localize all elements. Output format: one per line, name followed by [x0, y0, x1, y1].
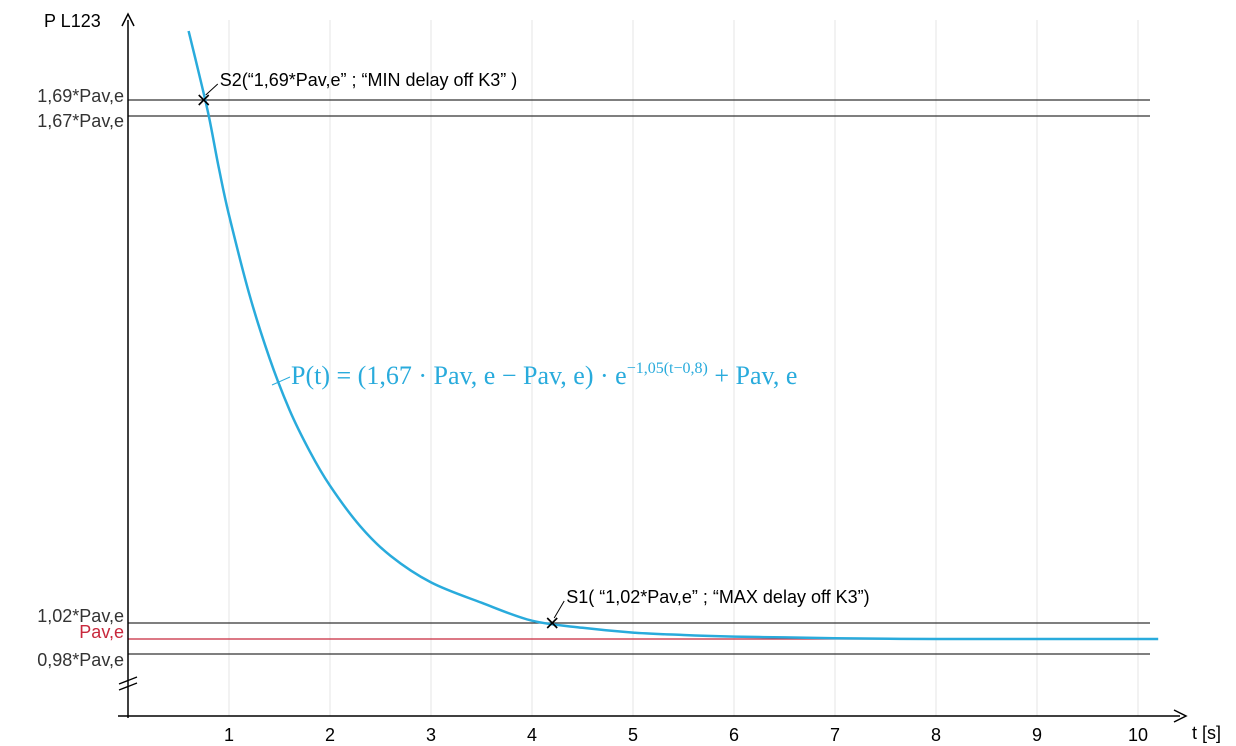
point-label-1: S1( “1,02*Pav,e” ; “MAX delay off K3”)	[566, 587, 869, 607]
point-marker-0-b	[198, 94, 210, 106]
x-tick-labels: 1 2 3 4 5 6 7 8 9 10	[224, 725, 1148, 745]
point-marker-1-b	[546, 617, 558, 629]
vertical-grid	[228, 20, 1139, 716]
x-tick-label-3: 3	[426, 725, 436, 745]
y-axis-arrow	[121, 12, 135, 27]
x-tick-label-1: 1	[224, 725, 234, 745]
reference-label-2: 1,02*Pav,e	[37, 606, 124, 626]
x-axis-arrow	[1173, 709, 1188, 723]
point-0: S2(“1,69*Pav,e” ; “MIN delay off K3” )	[198, 70, 517, 106]
x-tick-label-8: 8	[931, 725, 941, 745]
reference-label-0: 1,69*Pav,e	[37, 86, 124, 106]
point-leader-0	[205, 83, 219, 96]
x-tick-label-5: 5	[628, 725, 638, 745]
x-axis-title: t [s]	[1192, 723, 1221, 743]
x-tick-label-6: 6	[729, 725, 739, 745]
point-label-0: S2(“1,69*Pav,e” ; “MIN delay off K3” )	[220, 70, 517, 90]
x-tick-label-7: 7	[830, 725, 840, 745]
reference-lines	[128, 99, 1150, 655]
x-tick-label-9: 9	[1032, 725, 1042, 745]
series-curve	[187, 30, 1159, 641]
y-axis-break	[118, 676, 138, 691]
annotated-points: S2(“1,69*Pav,e” ; “MIN delay off K3” ) S1…	[198, 70, 870, 629]
x-tick-label-4: 4	[527, 725, 537, 745]
reference-label-1: 1,67*Pav,e	[37, 111, 124, 131]
curve-formula-label: P(t) = (1,67 · Pav, e − Pav, e) · e−1,05…	[291, 360, 797, 390]
reference-label-4: 0,98*Pav,e	[37, 650, 124, 670]
formula-exponent: −1,05(t−0,8)	[627, 360, 708, 377]
formula-main: P(t) = (1,67 · Pav, e − Pav, e) · e	[291, 361, 627, 390]
formula-tail: + Pav, e	[708, 361, 798, 390]
point-leader-1	[553, 600, 565, 619]
x-tick-label-10: 10	[1128, 725, 1148, 745]
reference-label-3: Pav,e	[79, 622, 124, 642]
y-axis-title: P L123	[44, 11, 101, 31]
x-tick-label-2: 2	[325, 725, 335, 745]
point-1: S1( “1,02*Pav,e” ; “MAX delay off K3”)	[546, 587, 870, 629]
formula-leader-line	[271, 376, 291, 386]
